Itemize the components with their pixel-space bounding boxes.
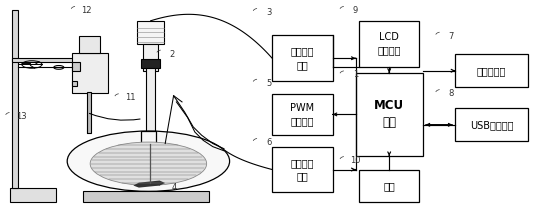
FancyBboxPatch shape [141, 59, 160, 68]
Text: 4: 4 [172, 183, 178, 192]
Text: LCD
显示单元: LCD 显示单元 [377, 32, 401, 55]
Bar [455, 54, 528, 87]
Text: USB驱动单元: USB驱动单元 [470, 120, 514, 130]
FancyBboxPatch shape [143, 44, 158, 71]
Text: 3: 3 [266, 8, 272, 17]
Text: 2: 2 [170, 50, 175, 59]
Text: 6: 6 [266, 138, 272, 147]
Text: 单路测温
模块: 单路测温 模块 [291, 158, 314, 181]
FancyBboxPatch shape [12, 58, 88, 62]
FancyBboxPatch shape [12, 10, 18, 188]
Bar [455, 108, 528, 141]
Bar [272, 35, 333, 81]
Text: 双路测温
模块: 双路测温 模块 [291, 47, 314, 70]
Circle shape [67, 131, 230, 191]
Circle shape [54, 66, 64, 69]
Circle shape [90, 142, 207, 185]
Text: 13: 13 [16, 112, 26, 121]
Polygon shape [133, 181, 165, 188]
FancyBboxPatch shape [79, 36, 100, 53]
Bar [359, 170, 419, 202]
Bar [359, 21, 419, 67]
FancyBboxPatch shape [137, 21, 164, 44]
Text: 键盘: 键盘 [384, 181, 395, 191]
Text: MCU
单元: MCU 单元 [374, 99, 404, 129]
FancyBboxPatch shape [146, 68, 155, 144]
FancyBboxPatch shape [87, 92, 91, 133]
Bar [272, 94, 333, 135]
Text: 12: 12 [82, 6, 92, 15]
Text: 1: 1 [353, 70, 358, 79]
Bar [356, 73, 423, 156]
FancyBboxPatch shape [10, 188, 56, 202]
Text: 7: 7 [449, 32, 454, 41]
FancyBboxPatch shape [72, 62, 80, 71]
Text: 10: 10 [351, 156, 361, 165]
FancyBboxPatch shape [72, 53, 108, 93]
Text: 9: 9 [353, 6, 358, 15]
FancyBboxPatch shape [72, 81, 77, 86]
Text: 声光报警器: 声光报警器 [477, 66, 506, 76]
Text: 8: 8 [449, 89, 454, 98]
Text: PWM
驱动单元: PWM 驱动单元 [290, 103, 315, 126]
Text: 5: 5 [266, 79, 272, 88]
FancyBboxPatch shape [83, 191, 209, 202]
FancyBboxPatch shape [141, 131, 156, 149]
Text: 11: 11 [125, 93, 136, 102]
Bar [272, 147, 333, 192]
